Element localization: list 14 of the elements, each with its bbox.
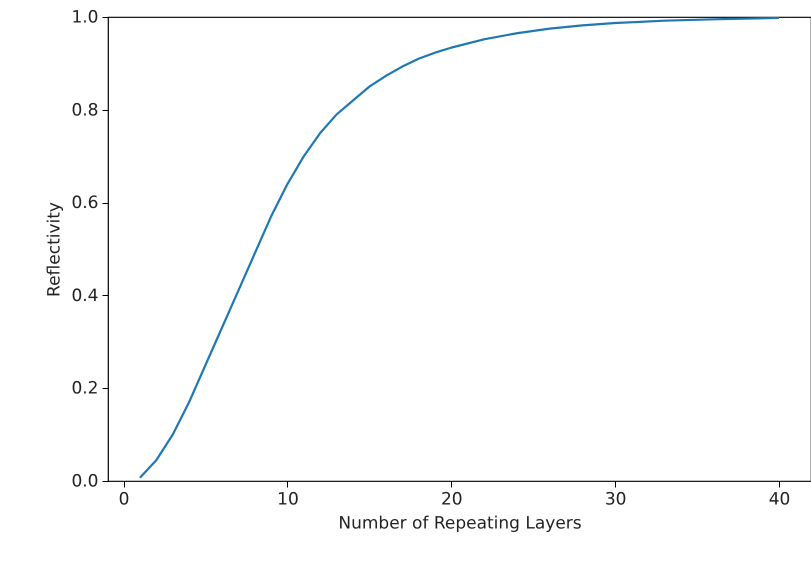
- x-axis-title: Number of Repeating Layers: [338, 514, 582, 534]
- y-tick-label: 0.2: [71, 378, 98, 399]
- x-tick-label: 20: [440, 490, 463, 510]
- y-tick-label: 1.0: [71, 8, 98, 28]
- y-tick-label: 0.6: [71, 193, 98, 214]
- x-tick-label: 30: [604, 490, 626, 510]
- y-tick-label: 0.4: [71, 286, 98, 306]
- y-tick-label: 0.0: [71, 472, 98, 492]
- y-axis-title: Reflectivity: [44, 202, 64, 297]
- y-tick-label: 0.8: [71, 100, 98, 120]
- x-tick-label: 40: [768, 490, 790, 510]
- x-tick-label: 0: [118, 490, 130, 510]
- line-series: [138, 16, 780, 479]
- x-tick-label: 10: [277, 490, 299, 510]
